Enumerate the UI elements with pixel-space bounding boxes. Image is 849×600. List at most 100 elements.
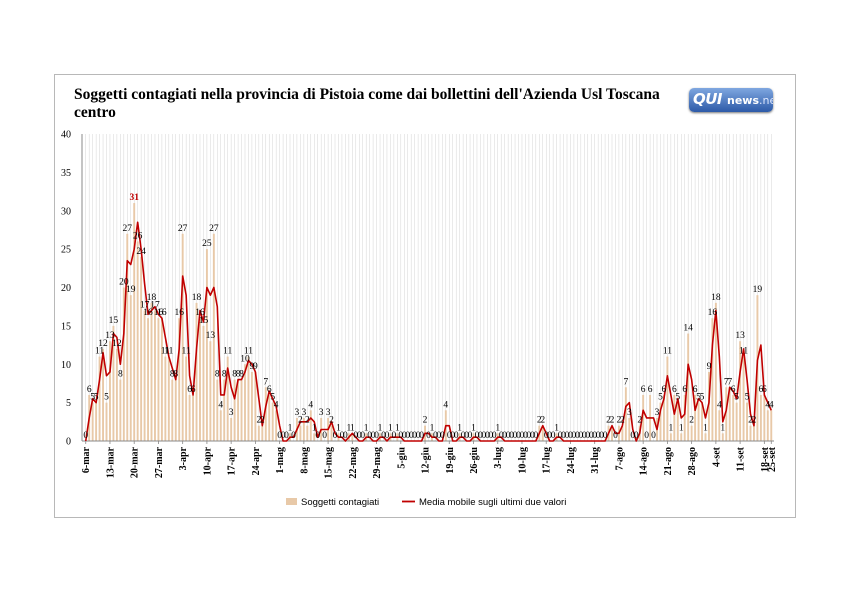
data-label: 6: [187, 385, 192, 395]
data-label: 0: [402, 431, 407, 441]
data-label: 4: [717, 400, 722, 410]
bar: [219, 410, 222, 441]
data-label: 2: [689, 416, 694, 426]
data-label: 13: [206, 331, 216, 341]
data-label: 13: [105, 331, 115, 341]
data-label: 0: [565, 431, 570, 441]
data-label: 0: [599, 431, 604, 441]
data-label: 2: [606, 416, 611, 426]
data-labels: 0655111251315128202719312624171618171616…: [83, 193, 774, 441]
data-label: 26: [133, 231, 143, 241]
bar: [185, 356, 188, 441]
bar: [129, 295, 132, 441]
y-tick-label: 15: [61, 321, 71, 332]
bar: [628, 417, 631, 441]
data-label: 2: [617, 416, 622, 426]
data-label: 4: [218, 400, 223, 410]
data-label: 0: [516, 431, 521, 441]
x-tick-label: 20-mar: [130, 446, 141, 478]
x-tick-label: 25-set: [767, 446, 778, 472]
chart-bars: [88, 203, 773, 441]
data-label: 0: [322, 431, 327, 441]
bar: [680, 433, 683, 441]
quinews-logo: QUI news.net: [689, 88, 773, 112]
bar: [673, 394, 676, 441]
data-label: 16: [174, 308, 184, 318]
data-label: 0: [405, 431, 410, 441]
bar: [624, 387, 627, 441]
data-label: 0: [343, 431, 348, 441]
bar: [330, 425, 333, 441]
bar: [199, 318, 201, 441]
y-axis-ticks: 0 5 10 15 20 25 30 35 40: [61, 130, 71, 448]
data-label: 6: [648, 385, 653, 395]
data-label: 4: [443, 400, 448, 410]
data-label: 27: [178, 224, 188, 234]
data-label: 2: [256, 416, 261, 426]
bar: [112, 325, 115, 441]
x-tick-label: 1-mag: [275, 447, 286, 474]
data-label: 16: [157, 308, 167, 318]
x-tick-label: 15-mag: [324, 447, 335, 479]
data-label: 4: [308, 400, 313, 410]
data-label: 11: [161, 347, 170, 357]
data-label: 4: [274, 400, 279, 410]
x-tick-label: 31-lug: [590, 447, 601, 474]
data-label: 10: [240, 354, 250, 364]
data-label: 17: [140, 301, 150, 311]
bar: [739, 341, 742, 441]
x-tick-label: 12-giu: [421, 447, 432, 474]
bar: [247, 356, 250, 441]
data-label: 0: [433, 431, 438, 441]
data-label: 0: [392, 431, 397, 441]
x-tick-label: 29-mag: [372, 447, 383, 479]
data-label: 3: [229, 408, 234, 418]
data-label: 0: [360, 431, 365, 441]
bar: [98, 356, 101, 441]
x-tick-label: 14-ago: [639, 447, 650, 475]
x-tick-label: 11-set: [736, 446, 747, 471]
data-label: 0: [416, 431, 421, 441]
data-label: 4: [769, 400, 774, 410]
bar: [250, 371, 253, 441]
bar: [109, 341, 111, 441]
data-label: 1: [395, 423, 400, 433]
data-label: 0: [492, 431, 497, 441]
data-label: 8: [239, 370, 244, 380]
data-label: 0: [315, 431, 320, 441]
bar: [126, 233, 129, 441]
data-label: 2: [540, 416, 545, 426]
legend-label-bars: Soggetti contagiati: [301, 497, 379, 508]
bar: [302, 417, 305, 441]
x-tick-label: 22-mag: [348, 447, 359, 479]
bar: [122, 287, 125, 441]
data-label: 1: [430, 423, 435, 433]
bar: [714, 302, 717, 441]
bar: [669, 433, 672, 441]
data-label: 0: [651, 431, 656, 441]
bar: [160, 318, 163, 441]
data-label: 8: [222, 370, 227, 380]
bar: [763, 394, 766, 441]
data-label: 3: [627, 408, 632, 418]
data-label: 0: [450, 431, 455, 441]
data-label: 0: [502, 431, 507, 441]
data-label: 19: [753, 285, 763, 295]
data-label: 0: [585, 431, 590, 441]
data-label: 0: [464, 431, 469, 441]
data-label: 0: [482, 431, 487, 441]
data-label: 0: [547, 431, 552, 441]
x-tick-label: 3-lug: [493, 447, 504, 469]
data-label: 2: [329, 416, 334, 426]
data-label: 6: [87, 385, 92, 395]
data-label: 18: [147, 293, 157, 303]
bar: [205, 249, 208, 441]
bar: [230, 417, 233, 441]
y-tick-label: 10: [61, 360, 71, 371]
data-label: 8: [232, 370, 237, 380]
data-label: 0: [333, 431, 338, 441]
bar: [299, 425, 302, 441]
data-label: 0: [485, 431, 490, 441]
data-label: 0: [357, 431, 362, 441]
bar: [275, 410, 278, 441]
